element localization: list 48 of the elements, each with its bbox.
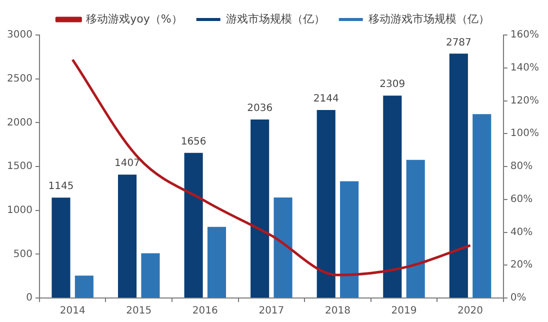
bar [141,253,160,298]
y2-tick-label: 40% [510,226,533,238]
data-label: 2787 [446,37,472,48]
bar [52,198,70,298]
y2-tick-label: 160% [510,30,540,41]
y2-tick-label: 120% [510,95,540,106]
x-tick-label: 2018 [324,306,350,317]
bar [250,120,270,298]
bar [406,160,425,298]
y-tick-label: 0 [26,292,32,304]
y-tick-label: 3000 [6,30,32,41]
y-tick-label: 1500 [6,161,32,172]
y2-tick-label: 60% [510,194,533,205]
legend-label: 移动游戏市场规模（亿） [368,12,490,26]
legend-label: 游戏市场规模（亿） [226,12,325,26]
bar [472,114,492,298]
bar [340,181,359,298]
y2-tick-label: 20% [510,260,533,271]
bar [184,152,203,298]
data-label: 1145 [48,181,74,192]
y-tick-label: 1000 [6,204,32,216]
data-label: 1656 [180,136,206,148]
x-tick-label: 2014 [60,306,86,317]
y-tick-label: 500 [13,248,32,260]
bar [207,226,226,298]
bar [316,110,336,298]
y-tick-label: 2000 [6,117,32,128]
line-series [71,58,472,276]
x-tick-label: 2015 [126,306,152,317]
data-label: 2309 [380,79,406,90]
data-label: 2036 [247,103,273,114]
bar [74,276,94,298]
x-tick-label: 2016 [192,306,218,317]
x-tick-label: 2019 [391,306,417,317]
x-tick-label: 2020 [458,306,483,317]
legend-label: 移动游戏yoy（%） [86,12,182,26]
y2-tick-label: 80% [510,161,533,172]
data-label: 1407 [114,158,140,170]
y2-tick-label: 100% [510,128,540,140]
bar [383,96,402,298]
y2-tick-label: 140% [510,62,540,74]
bar [118,174,137,298]
x-tick-label: 2017 [258,306,284,317]
bar [449,54,468,298]
y-tick-label: 2500 [6,73,32,84]
bar [274,197,292,298]
data-label: 2144 [313,94,339,105]
y2-tick-label: 0% [510,292,526,304]
